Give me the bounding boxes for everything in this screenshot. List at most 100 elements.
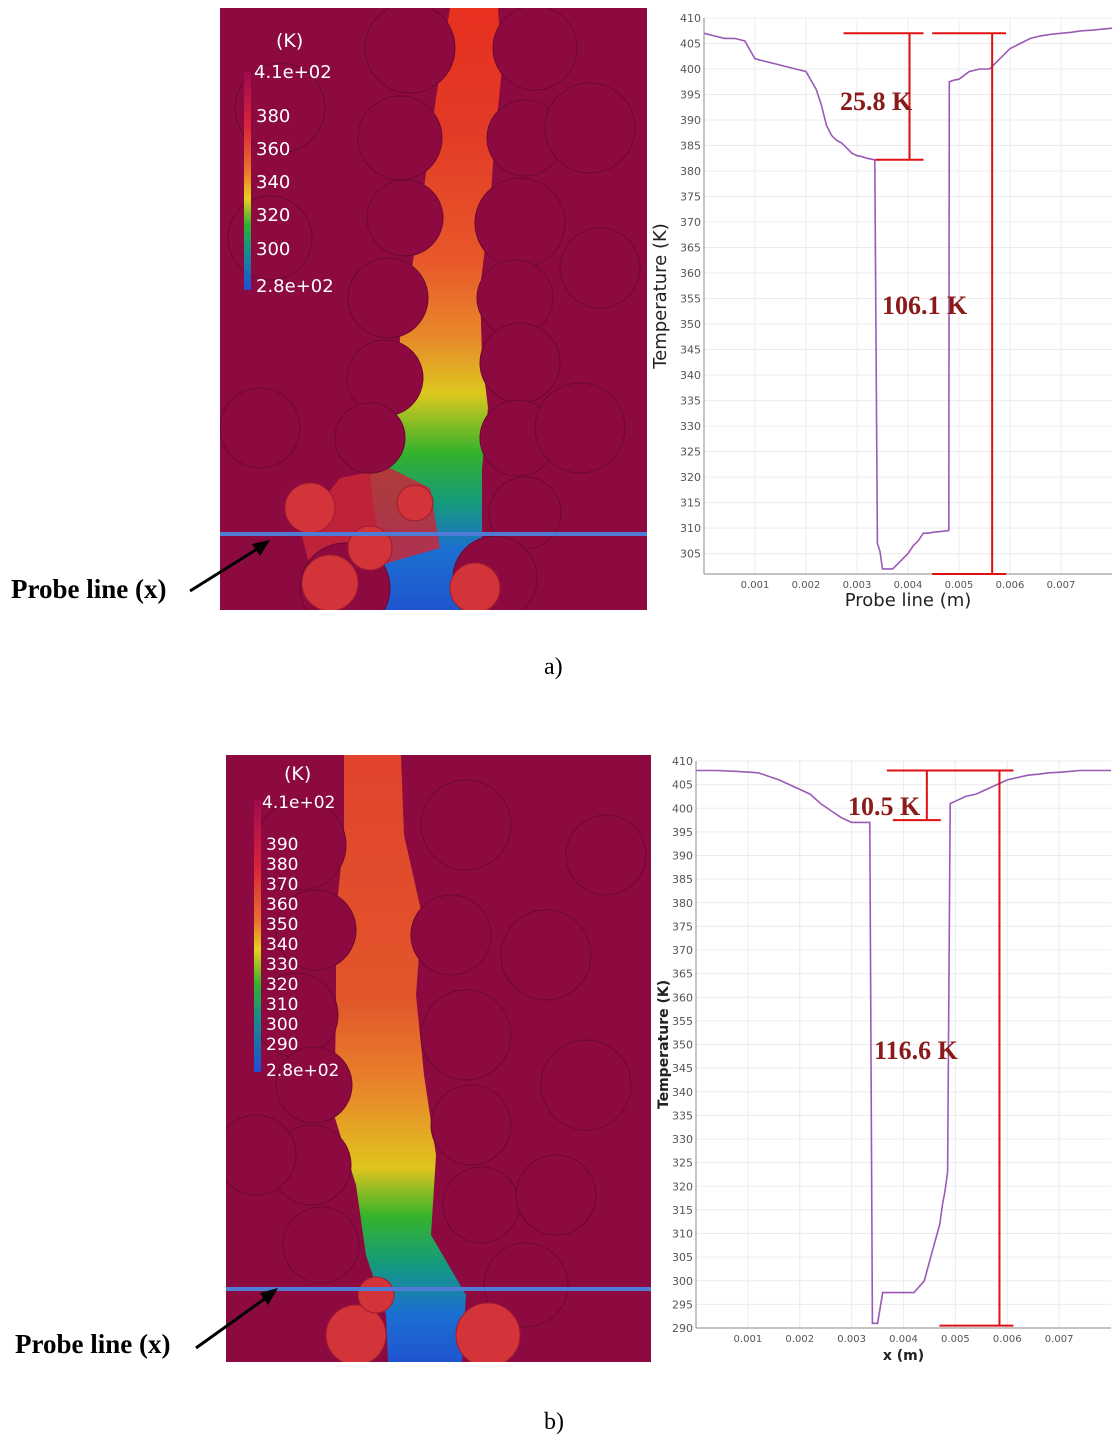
y-tick-label: 340 <box>672 1086 693 1099</box>
y-tick-label: 405 <box>680 38 701 51</box>
y-tick-label: 310 <box>680 522 701 535</box>
y-tick-label: 380 <box>680 165 701 178</box>
x-tick-label: 0.003 <box>843 580 872 591</box>
y-tick-label: 355 <box>680 293 701 306</box>
colorbar-label-b-1: 390 <box>266 835 299 855</box>
y-tick-label: 360 <box>680 267 701 280</box>
colorbar-label-a-6: 2.8e+02 <box>256 276 334 297</box>
y-tick-label: 330 <box>672 1133 693 1146</box>
colorbar-label-b-0: 4.1e+02 <box>262 793 336 813</box>
y-tick-label: 300 <box>672 1275 693 1288</box>
colorbar-title-a: (K) <box>276 30 304 52</box>
colorbar-label-b-5: 350 <box>266 915 299 935</box>
y-tick-label: 405 <box>672 779 693 792</box>
y-tick-label: 400 <box>672 802 693 815</box>
colorbar-label-b-8: 320 <box>266 975 299 995</box>
x-tick-label: 0.005 <box>941 1334 970 1345</box>
panel-label-a: a) <box>544 654 563 680</box>
annotation-bracket: 116.6 K <box>874 769 1014 1327</box>
probe-arrow-a <box>189 540 270 593</box>
colorbar-label-b-9: 310 <box>266 995 299 1015</box>
annotation-bracket: 25.8 K <box>840 32 924 161</box>
x-axis-label: Probe line (m) <box>845 590 972 611</box>
y-tick-label: 325 <box>672 1157 693 1170</box>
y-tick-label: 295 <box>672 1298 693 1311</box>
colorbar-label-b-2: 380 <box>266 855 299 875</box>
colorbar-label-b-12: 2.8e+02 <box>266 1061 340 1081</box>
y-axis-label: Temperature (K) <box>650 223 671 370</box>
colorbar-b <box>254 800 261 1072</box>
y-tick-label: 365 <box>672 968 693 981</box>
temperature-series-line <box>703 27 1113 570</box>
y-tick-label: 385 <box>672 873 693 886</box>
y-tick-label: 370 <box>672 944 693 957</box>
y-axis-label: Temperature (K) <box>656 980 672 1109</box>
x-tick-label: 0.005 <box>945 580 974 591</box>
x-tick-label: 0.002 <box>785 1334 814 1345</box>
y-tick-label: 385 <box>680 140 701 153</box>
annotation-label: 25.8 K <box>840 87 913 116</box>
y-tick-label: 325 <box>680 446 701 459</box>
plot-svg-b: 290 295 300 305 310 315 320 325 330 335 340 345 350 3… <box>656 755 1111 1364</box>
y-tick-label: 290 <box>672 1322 693 1335</box>
y-tick-label: 330 <box>680 420 701 433</box>
colorbar-label-a-2: 360 <box>256 139 291 160</box>
y-tick-label: 375 <box>672 920 693 933</box>
y-tick-label: 390 <box>672 850 693 863</box>
temperature-contour-a: (K) 4.1e+02 380 360 340 320 300 2.8e+02 <box>220 8 647 610</box>
y-tick-label: 310 <box>672 1228 693 1241</box>
x-tick-label: 0.002 <box>792 580 821 591</box>
colorbar-label-a-5: 300 <box>256 239 291 260</box>
colorbar-label-b-10: 300 <box>266 1015 299 1035</box>
y-tick-label: 380 <box>672 897 693 910</box>
x-tick-label: 0.004 <box>894 580 923 591</box>
y-tick-label: 315 <box>672 1204 693 1217</box>
panel-label-b: b) <box>544 1409 564 1435</box>
probe-line-label-b: Probe line (x) <box>15 1329 171 1359</box>
x-tick-label: 0.001 <box>734 1334 763 1345</box>
y-tick-label: 360 <box>672 991 693 1004</box>
colorbar-label-b-3: 370 <box>266 875 299 895</box>
y-tick-label: 365 <box>680 242 701 255</box>
temperature-field-a <box>220 8 647 610</box>
y-tick-label: 305 <box>680 548 701 561</box>
y-tick-label: 315 <box>680 497 701 510</box>
colorbar-label-a-3: 340 <box>256 172 291 193</box>
panel-a: (K) 4.1e+02 380 360 340 320 300 2.8e+02 … <box>11 8 1113 680</box>
temperature-contour-b: (K) 4.1e+02 390 380 370 360 350 340 330 … <box>226 755 651 1362</box>
probe-line-label-a: Probe line (x) <box>11 574 167 604</box>
colorbar-label-a-0: 4.1e+02 <box>254 62 332 83</box>
x-tick-label: 0.007 <box>1047 580 1076 591</box>
y-tick-label: 395 <box>680 89 701 102</box>
y-tick-label: 410 <box>672 755 693 768</box>
temperature-series-line <box>696 769 1111 1325</box>
probe-arrow-b <box>195 1288 278 1350</box>
x-tick-label: 0.004 <box>889 1334 918 1345</box>
plot-svg-a: 305 310 315 320 325 330 335 340 345 350 355 360 365 3… <box>650 12 1113 611</box>
x-tick-label: 0.006 <box>993 1334 1022 1345</box>
x-tick-label: 0.003 <box>837 1334 866 1345</box>
y-tick-label: 375 <box>680 191 701 204</box>
y-tick-label: 350 <box>672 1039 693 1052</box>
y-tick-label: 335 <box>680 395 701 408</box>
temperature-plot-b: 290 295 300 305 310 315 320 325 330 335 340 345 350 3… <box>656 753 1116 1383</box>
y-tick-label: 305 <box>672 1251 693 1264</box>
colorbar-label-b-7: 330 <box>266 955 299 975</box>
y-tick-label: 335 <box>672 1109 693 1122</box>
x-tick-label: 0.007 <box>1045 1334 1074 1345</box>
annotation-label: 10.5 K <box>848 792 921 821</box>
colorbar-label-b-4: 360 <box>266 895 299 915</box>
y-tick-label: 410 <box>680 12 701 25</box>
x-tick-label: 0.001 <box>741 580 770 591</box>
y-tick-label: 390 <box>680 114 701 127</box>
colorbar-label-a-1: 380 <box>256 106 291 127</box>
y-tick-label: 350 <box>680 318 701 331</box>
x-axis-label: x (m) <box>883 1348 924 1364</box>
y-tick-label: 370 <box>680 216 701 229</box>
panel-b: (K) 4.1e+02 390 380 370 360 350 340 330 … <box>0 745 1116 1439</box>
y-tick-label: 345 <box>680 344 701 357</box>
colorbar-title-b: (K) <box>284 763 312 785</box>
y-tick-label: 345 <box>672 1062 693 1075</box>
annotation-bracket: 10.5 K <box>848 769 941 822</box>
annotation-label: 106.1 K <box>882 291 968 320</box>
